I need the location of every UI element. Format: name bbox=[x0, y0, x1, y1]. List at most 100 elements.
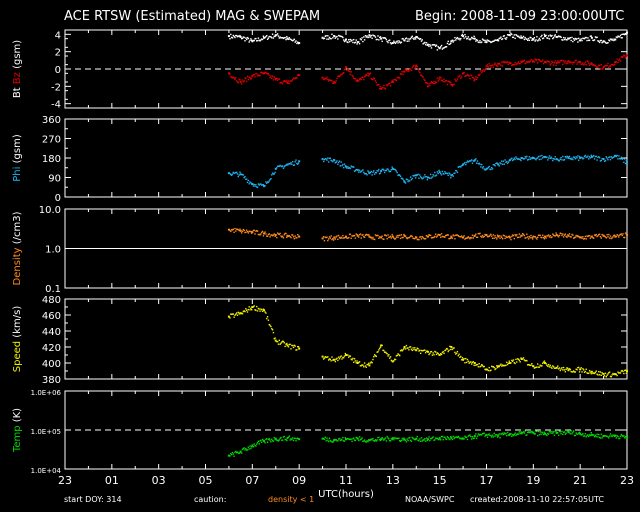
x-tick-label: 03 bbox=[152, 474, 166, 487]
data-sample bbox=[435, 44, 438, 46]
data-sample bbox=[337, 75, 339, 77]
data-sample bbox=[374, 171, 377, 174]
data-sample bbox=[331, 440, 333, 443]
data-sample bbox=[568, 233, 571, 235]
data-sample bbox=[353, 166, 355, 168]
data-point bbox=[567, 234, 570, 237]
data-sample bbox=[539, 155, 541, 157]
data-sample bbox=[578, 155, 581, 158]
data-sample bbox=[562, 159, 565, 161]
data-point bbox=[321, 76, 324, 79]
data-sample bbox=[464, 435, 466, 437]
data-sample bbox=[451, 438, 454, 441]
data-sample bbox=[426, 179, 429, 181]
data-sample bbox=[447, 40, 449, 43]
data-sample bbox=[595, 370, 597, 372]
data-sample bbox=[468, 75, 470, 77]
data-sample bbox=[242, 36, 245, 38]
data-sample bbox=[508, 434, 510, 437]
data-sample bbox=[235, 230, 237, 232]
data-sample bbox=[337, 440, 339, 442]
data-sample bbox=[477, 366, 480, 368]
data-point bbox=[227, 72, 230, 75]
data-sample bbox=[350, 237, 352, 239]
data-sample bbox=[290, 348, 292, 350]
data-sample bbox=[290, 438, 292, 440]
data-sample bbox=[575, 38, 577, 40]
data-sample bbox=[353, 42, 356, 44]
data-sample bbox=[549, 431, 551, 433]
data-sample bbox=[342, 440, 345, 442]
data-sample bbox=[488, 235, 490, 237]
data-sample bbox=[289, 343, 291, 346]
data-point bbox=[356, 362, 359, 364]
data-sample bbox=[235, 451, 238, 454]
data-sample bbox=[250, 309, 253, 311]
data-sample bbox=[286, 36, 288, 38]
data-sample bbox=[511, 36, 514, 39]
data-sample bbox=[593, 158, 596, 160]
data-sample bbox=[583, 63, 586, 65]
data-sample bbox=[278, 165, 280, 168]
data-sample bbox=[569, 236, 572, 238]
data-sample bbox=[360, 365, 362, 367]
data-sample bbox=[465, 38, 468, 40]
data-sample bbox=[241, 37, 244, 40]
data-sample bbox=[547, 35, 550, 37]
data-sample bbox=[524, 430, 526, 432]
data-sample bbox=[506, 236, 509, 238]
data-sample bbox=[557, 365, 559, 367]
data-sample bbox=[505, 161, 507, 164]
data-sample bbox=[604, 159, 607, 162]
data-sample bbox=[527, 363, 530, 366]
data-sample bbox=[253, 73, 255, 76]
data-sample bbox=[438, 79, 440, 81]
data-point bbox=[286, 163, 289, 166]
data-sample bbox=[546, 37, 548, 39]
data-sample bbox=[574, 158, 577, 160]
data-sample bbox=[410, 69, 413, 72]
data-sample bbox=[494, 165, 496, 167]
data-sample bbox=[482, 236, 485, 238]
data-sample bbox=[514, 61, 516, 64]
data-sample bbox=[582, 236, 584, 238]
data-sample bbox=[394, 437, 396, 439]
data-sample bbox=[235, 34, 237, 37]
data-point bbox=[380, 87, 383, 90]
data-sample bbox=[280, 81, 282, 84]
data-point bbox=[321, 36, 324, 39]
data-sample bbox=[588, 64, 591, 66]
data-sample bbox=[570, 158, 572, 161]
data-sample bbox=[257, 233, 260, 236]
data-sample bbox=[295, 76, 297, 79]
data-sample bbox=[440, 435, 443, 438]
data-sample bbox=[237, 35, 240, 37]
data-point bbox=[520, 36, 523, 39]
data-sample bbox=[525, 62, 527, 64]
data-sample bbox=[426, 439, 429, 442]
data-sample bbox=[525, 157, 527, 159]
data-sample bbox=[454, 78, 456, 81]
data-point bbox=[602, 234, 605, 237]
data-sample bbox=[337, 34, 340, 37]
data-sample bbox=[510, 158, 512, 160]
data-sample bbox=[287, 163, 290, 165]
data-sample bbox=[424, 237, 427, 240]
data-sample bbox=[234, 78, 236, 80]
data-sample bbox=[330, 79, 332, 82]
data-sample bbox=[502, 60, 505, 63]
data-sample bbox=[525, 434, 527, 436]
data-sample bbox=[597, 235, 599, 237]
data-sample bbox=[234, 314, 236, 316]
data-sample bbox=[535, 159, 537, 161]
data-sample bbox=[281, 37, 283, 39]
data-sample bbox=[340, 236, 342, 239]
data-sample bbox=[404, 68, 407, 71]
data-sample bbox=[332, 440, 335, 442]
data-point bbox=[579, 432, 582, 435]
data-sample bbox=[549, 157, 551, 159]
data-sample bbox=[499, 162, 501, 164]
data-sample bbox=[282, 37, 285, 40]
data-sample bbox=[460, 359, 463, 361]
data-sample bbox=[483, 70, 485, 72]
